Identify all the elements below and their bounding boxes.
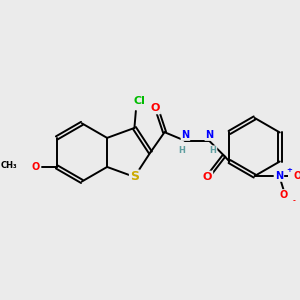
Text: N: N — [182, 130, 190, 140]
Text: Cl: Cl — [134, 96, 146, 106]
Text: O: O — [280, 190, 288, 200]
Text: N: N — [205, 130, 213, 140]
Text: N: N — [275, 171, 284, 181]
Text: -: - — [292, 198, 295, 204]
Text: O: O — [32, 162, 40, 172]
Text: O: O — [203, 172, 212, 182]
Text: O: O — [293, 171, 300, 181]
Text: H: H — [178, 146, 185, 155]
Text: CH₃: CH₃ — [1, 161, 17, 170]
Text: S: S — [130, 170, 139, 183]
Text: +: + — [286, 167, 292, 173]
Text: O: O — [151, 103, 160, 113]
Text: H: H — [210, 146, 217, 155]
